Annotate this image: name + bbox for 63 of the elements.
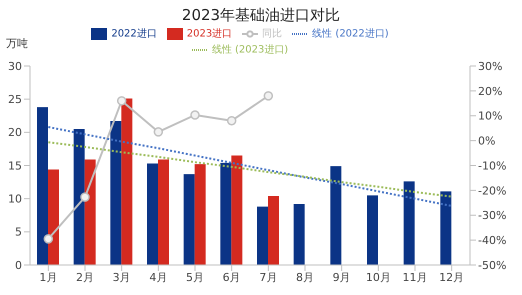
y-tick-label: 0: [15, 258, 22, 272]
bar: [231, 156, 242, 265]
y-tick-label: 25: [8, 93, 22, 106]
y2-tick-label: -40%: [478, 234, 506, 248]
bar: [257, 206, 268, 265]
y2-tick-label: -50%: [478, 258, 506, 272]
x-tick-label: 8月: [296, 270, 314, 284]
bar: [184, 174, 195, 265]
y-tick-label: 10: [8, 192, 22, 206]
x-tick-label: 4月: [149, 270, 168, 284]
bar: [74, 129, 85, 265]
point: [80, 192, 90, 202]
y2-tick-label: 10%: [478, 110, 502, 123]
bar: [158, 160, 169, 265]
y2-tick-label: -20%: [478, 184, 506, 198]
bar: [220, 162, 232, 265]
y-tick-label: 30: [8, 60, 22, 73]
x-tick-label: 1月: [39, 270, 58, 284]
x-tick-label: 3月: [112, 270, 131, 284]
y-tick-label: 15: [8, 159, 22, 172]
bar: [194, 164, 206, 265]
bar: [84, 160, 96, 265]
y-tick-label: 5: [15, 226, 22, 239]
legend-label: 同比: [262, 28, 282, 40]
y2-tick-label: 20%: [478, 84, 502, 98]
x-tick-label: 11月: [402, 270, 428, 284]
bar: [268, 196, 279, 265]
point: [190, 110, 200, 120]
point: [264, 91, 274, 101]
bar: [367, 195, 378, 265]
bar: [440, 191, 452, 265]
y2-tick-label: -30%: [478, 209, 506, 222]
y2-tick-label: 30%: [478, 60, 502, 73]
bar: [294, 204, 305, 265]
point: [116, 96, 126, 106]
y-axis-title: 万吨: [6, 36, 28, 51]
x-tick-label: 5月: [186, 270, 204, 284]
legend-label: 线性 (2022进口): [312, 28, 389, 40]
legend-label: 2022进口: [111, 28, 157, 40]
x-tick-label: 7月: [259, 270, 278, 284]
x-tick-label: 2月: [76, 270, 94, 284]
chart-title: 2023年基础油进口对比: [180, 6, 342, 25]
bar: [110, 121, 122, 265]
bar: [121, 98, 132, 265]
legend-label: 2023进口: [186, 28, 232, 40]
x-tick-label: 10月: [366, 270, 391, 284]
point: [154, 127, 164, 137]
legend-label: 线性 (2023进口): [212, 44, 288, 56]
point: [226, 116, 236, 126]
bar: [37, 107, 48, 265]
line-series: [47, 126, 453, 207]
bar: [404, 181, 415, 265]
x-tick-label: 12月: [439, 270, 464, 284]
bar: [48, 169, 59, 265]
line-series: [47, 141, 453, 198]
bar: [330, 166, 342, 265]
y2-tick-label: 0%: [478, 134, 496, 148]
x-tick-label: 6月: [222, 270, 241, 284]
point: [44, 234, 54, 244]
bar: [147, 164, 158, 265]
y-tick-label: 20: [8, 126, 22, 140]
y2-tick-label: -10%: [478, 159, 506, 172]
x-tick-label: 9月: [332, 270, 351, 284]
